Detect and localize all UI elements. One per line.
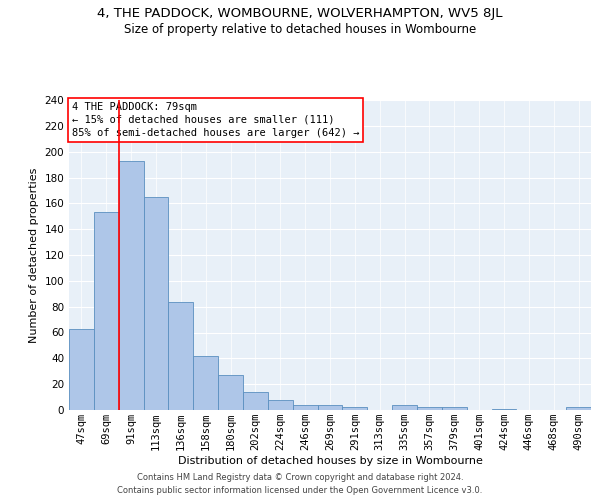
Bar bbox=[442, 408, 467, 410]
Bar bbox=[417, 408, 442, 410]
Text: 4, THE PADDOCK, WOMBOURNE, WOLVERHAMPTON, WV5 8JL: 4, THE PADDOCK, WOMBOURNE, WOLVERHAMPTON… bbox=[97, 8, 503, 20]
Bar bbox=[293, 405, 317, 410]
Bar bbox=[69, 328, 94, 410]
Bar bbox=[343, 408, 367, 410]
Bar bbox=[94, 212, 119, 410]
Bar bbox=[491, 408, 517, 410]
Bar bbox=[392, 405, 417, 410]
Bar bbox=[169, 302, 193, 410]
Bar bbox=[243, 392, 268, 410]
Bar bbox=[317, 405, 343, 410]
Bar bbox=[143, 197, 169, 410]
Text: 4 THE PADDOCK: 79sqm
← 15% of detached houses are smaller (111)
85% of semi-deta: 4 THE PADDOCK: 79sqm ← 15% of detached h… bbox=[71, 102, 359, 138]
Bar bbox=[119, 160, 143, 410]
Bar bbox=[218, 375, 243, 410]
Bar bbox=[268, 400, 293, 410]
Bar bbox=[193, 356, 218, 410]
Y-axis label: Number of detached properties: Number of detached properties bbox=[29, 168, 39, 342]
Text: Size of property relative to detached houses in Wombourne: Size of property relative to detached ho… bbox=[124, 22, 476, 36]
Bar bbox=[566, 408, 591, 410]
X-axis label: Distribution of detached houses by size in Wombourne: Distribution of detached houses by size … bbox=[178, 456, 482, 466]
Text: Contains HM Land Registry data © Crown copyright and database right 2024.
Contai: Contains HM Land Registry data © Crown c… bbox=[118, 474, 482, 495]
